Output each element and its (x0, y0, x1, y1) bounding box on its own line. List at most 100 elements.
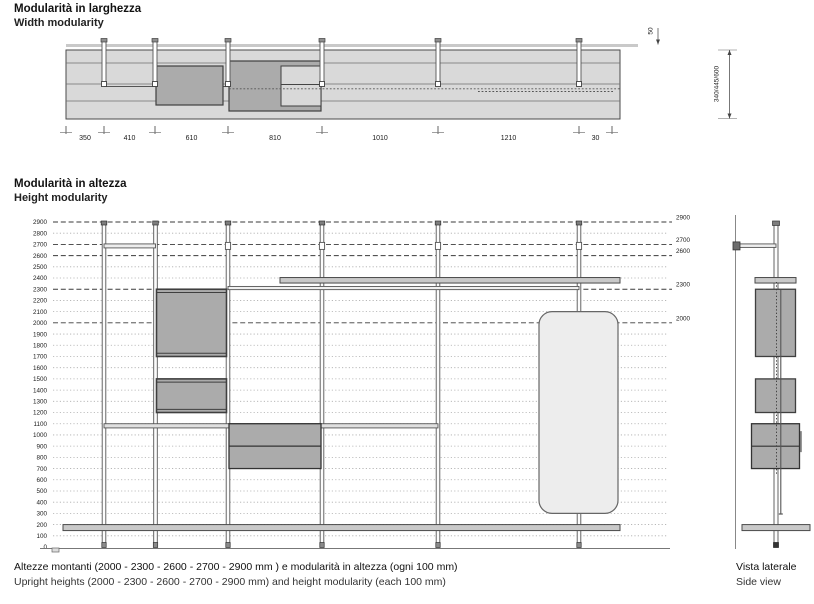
left-scale-label-2600: 2600 (33, 253, 48, 260)
side-cabinet-0 (754, 288, 797, 358)
left-scale-label-2900: 2900 (33, 219, 48, 226)
left-scale-label-300: 300 (36, 511, 47, 518)
wall-bracket-1 (318, 241, 326, 250)
wall-bracket-3 (575, 241, 583, 250)
upright-foot-4 (435, 542, 441, 548)
plan-post-foot (225, 81, 231, 87)
height-modularity-title-en: Height modularity (14, 192, 108, 204)
side-bench (741, 524, 811, 532)
plan-post-body (435, 40, 441, 85)
plan-post-foot (101, 81, 107, 87)
left-scale-label-200: 200 (36, 522, 47, 529)
plan-post-foot (152, 81, 158, 87)
upright-body (435, 221, 441, 548)
upright-cap-0 (100, 220, 108, 226)
left-scale-label-1600: 1600 (33, 365, 48, 372)
upright-0 (101, 221, 107, 548)
upright-cap-1 (152, 220, 159, 226)
plan-post-foot (435, 81, 441, 87)
upright-body (101, 221, 107, 548)
upright-body (319, 221, 325, 548)
left-scale-label-900: 900 (36, 443, 47, 450)
side-view-caption-it: Vista laterale (736, 561, 797, 573)
plan-post-cap (575, 38, 583, 43)
plan-post-5 (575, 38, 583, 87)
plan-post-2 (224, 38, 232, 87)
left-scale-label-1700: 1700 (33, 354, 48, 361)
left-scale-label-100: 100 (36, 533, 47, 540)
left-scale-label-1200: 1200 (33, 410, 48, 417)
elevation-view: 2000 2300 2600 2700 2900 0 100 200 300 400 500 600 7… (33, 215, 691, 553)
left-scale-label-1300: 1300 (33, 399, 48, 406)
width-modularity-title-en: Width modularity (14, 17, 104, 29)
left-scale-label-2500: 2500 (33, 264, 48, 271)
plan-post-cap (151, 38, 159, 43)
bottom-caption-en: Upright heights (2000 - 2300 - 2600 - 27… (14, 576, 446, 588)
plan-cabinet-inset (280, 65, 322, 107)
left-scale-label-0: 0 (43, 544, 47, 551)
left-scale-label-2000: 2000 (33, 320, 48, 327)
right-scale-label-2900: 2900 (676, 215, 691, 222)
shelf-2700 (103, 243, 156, 249)
plan-dimensions: 350 410 610 810 1010 1210 30 50 340/445/600 (60, 27, 737, 142)
upright-foot-3 (319, 542, 325, 548)
plan-post-foot (319, 81, 325, 87)
left-scale-label-1500: 1500 (33, 376, 48, 383)
depth-dim-arrow-top (727, 50, 732, 55)
bottom-caption: Altezze montanti (2000 - 2300 - 2600 - 2… (14, 560, 458, 590)
left-scale-label-2800: 2800 (33, 230, 48, 237)
width-dim-label-2: 610 (186, 135, 198, 142)
cabinet-0 (155, 288, 228, 358)
left-scale-label-700: 700 (36, 466, 47, 473)
height-modularity-title-it: Modularità in altezza (14, 178, 127, 190)
bottom-caption-it: Altezze montanti (2000 - 2300 - 2600 - 2… (14, 561, 458, 573)
side-view-caption-en: Side view (736, 576, 781, 588)
plan-post-1 (151, 38, 159, 87)
hanging-rod-2300 (227, 285, 580, 291)
left-scale-label-1800: 1800 (33, 342, 48, 349)
zero-datum-symbol (51, 547, 60, 553)
plan-post-cap (318, 38, 326, 43)
left-scale-label-1100: 1100 (33, 421, 47, 428)
left-scale-label-800: 800 (36, 455, 47, 462)
width-dim-label-1: 410 (124, 135, 136, 142)
cabinet-1 (155, 378, 228, 414)
plan-post-body (101, 40, 107, 85)
long-shelf (279, 277, 621, 284)
upright-foot-0 (101, 542, 107, 548)
left-scale-label-500: 500 (36, 488, 47, 495)
right-scale-label-2700: 2700 (676, 237, 691, 244)
cabinet-body (155, 288, 228, 358)
width-dim-label-6: 30 (592, 135, 600, 142)
side-view (732, 215, 811, 549)
wall-bracket-0 (224, 241, 232, 250)
plan-post-cap (434, 38, 442, 43)
depth-dim-label: 340/445/600 (714, 66, 721, 103)
plan-post-cap (100, 38, 108, 43)
right-scale-label-2600: 2600 (676, 248, 691, 255)
plan-post-body (576, 40, 582, 85)
plan-post-cap (224, 38, 232, 43)
right-scale-label-2000: 2000 (676, 315, 691, 322)
left-scale-label-600: 600 (36, 477, 47, 484)
width-dim-label-0: 350 (79, 135, 91, 142)
plan-post-4 (434, 38, 442, 87)
bottom-bench (62, 524, 621, 532)
width-modularity-title-it: Modularità in larghezza (14, 3, 142, 15)
upright-cap-2 (224, 220, 232, 226)
plan-post-foot (576, 81, 582, 87)
plan-post-body (225, 40, 231, 85)
left-scale-label-2700: 2700 (33, 242, 48, 249)
width-dim-label-3: 810 (269, 135, 281, 142)
upright-cap-5 (575, 220, 583, 226)
upright-foot-5 (576, 542, 582, 548)
upright-cap-4 (434, 220, 442, 226)
side-upright-cap (772, 220, 780, 226)
plan-post-body (319, 40, 325, 85)
plan-post-0 (100, 38, 108, 87)
side-view-caption: Vista laterale Side view (736, 560, 797, 590)
left-scale-label-2300: 2300 (33, 286, 48, 293)
upright-foot-1 (152, 542, 159, 548)
